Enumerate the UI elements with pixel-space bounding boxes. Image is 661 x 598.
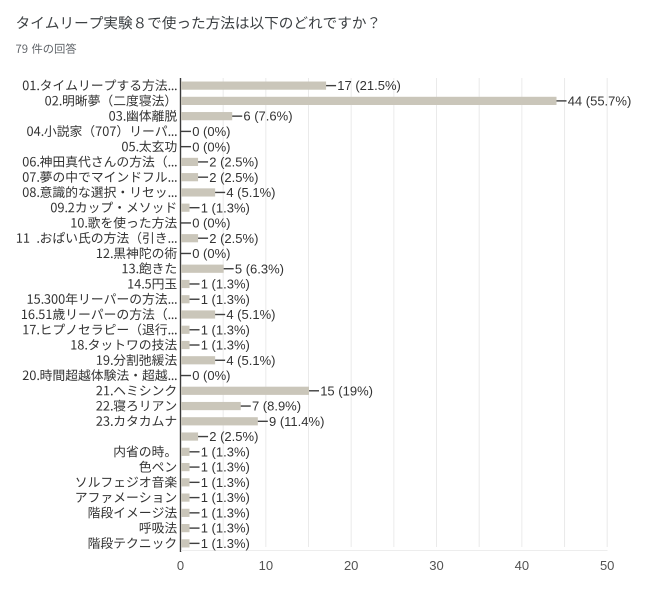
svg-text:4 (5.1%): 4 (5.1%)	[226, 307, 275, 322]
svg-text:1 (1.3%): 1 (1.3%)	[201, 444, 250, 459]
svg-text:9 (11.4%): 9 (11.4%)	[269, 414, 324, 429]
svg-text:10: 10	[259, 558, 273, 573]
svg-text:0 (0%): 0 (0%)	[192, 368, 230, 383]
svg-text:1 (1.3%): 1 (1.3%)	[201, 322, 250, 337]
svg-text:2 (2.5%): 2 (2.5%)	[209, 231, 258, 246]
svg-text:0 (0%): 0 (0%)	[192, 139, 230, 154]
svg-text:50: 50	[600, 558, 614, 573]
svg-text:1 (1.3%): 1 (1.3%)	[201, 536, 250, 551]
svg-text:1 (1.3%): 1 (1.3%)	[201, 505, 250, 520]
svg-text:4 (5.1%): 4 (5.1%)	[226, 353, 275, 368]
svg-text:0: 0	[177, 558, 184, 573]
svg-text:7 (8.9%): 7 (8.9%)	[252, 399, 301, 414]
svg-text:1 (1.3%): 1 (1.3%)	[201, 460, 250, 475]
svg-text:2 (2.5%): 2 (2.5%)	[209, 170, 258, 185]
svg-text:1 (1.3%): 1 (1.3%)	[201, 200, 250, 215]
svg-text:2 (2.5%): 2 (2.5%)	[209, 429, 258, 444]
svg-text:1 (1.3%): 1 (1.3%)	[201, 277, 250, 292]
svg-text:44 (55.7%): 44 (55.7%)	[568, 93, 632, 108]
svg-text:5 (6.3%): 5 (6.3%)	[235, 261, 284, 276]
svg-text:1 (1.3%): 1 (1.3%)	[201, 338, 250, 353]
svg-text:2 (2.5%): 2 (2.5%)	[209, 155, 258, 170]
svg-text:17 (21.5%): 17 (21.5%)	[337, 78, 401, 93]
svg-text:1 (1.3%): 1 (1.3%)	[201, 292, 250, 307]
svg-text:30: 30	[429, 558, 443, 573]
svg-text:1 (1.3%): 1 (1.3%)	[201, 521, 250, 536]
svg-text:6 (7.6%): 6 (7.6%)	[243, 109, 292, 124]
svg-text:15 (19%): 15 (19%)	[320, 383, 373, 398]
svg-text:20: 20	[344, 558, 358, 573]
svg-text:0 (0%): 0 (0%)	[192, 246, 230, 261]
svg-text:1 (1.3%): 1 (1.3%)	[201, 475, 250, 490]
svg-text:0 (0%): 0 (0%)	[192, 216, 230, 231]
svg-text:40: 40	[515, 558, 529, 573]
svg-text:1 (1.3%): 1 (1.3%)	[201, 490, 250, 505]
svg-text:0 (0%): 0 (0%)	[192, 124, 230, 139]
svg-text:4 (5.1%): 4 (5.1%)	[226, 185, 275, 200]
